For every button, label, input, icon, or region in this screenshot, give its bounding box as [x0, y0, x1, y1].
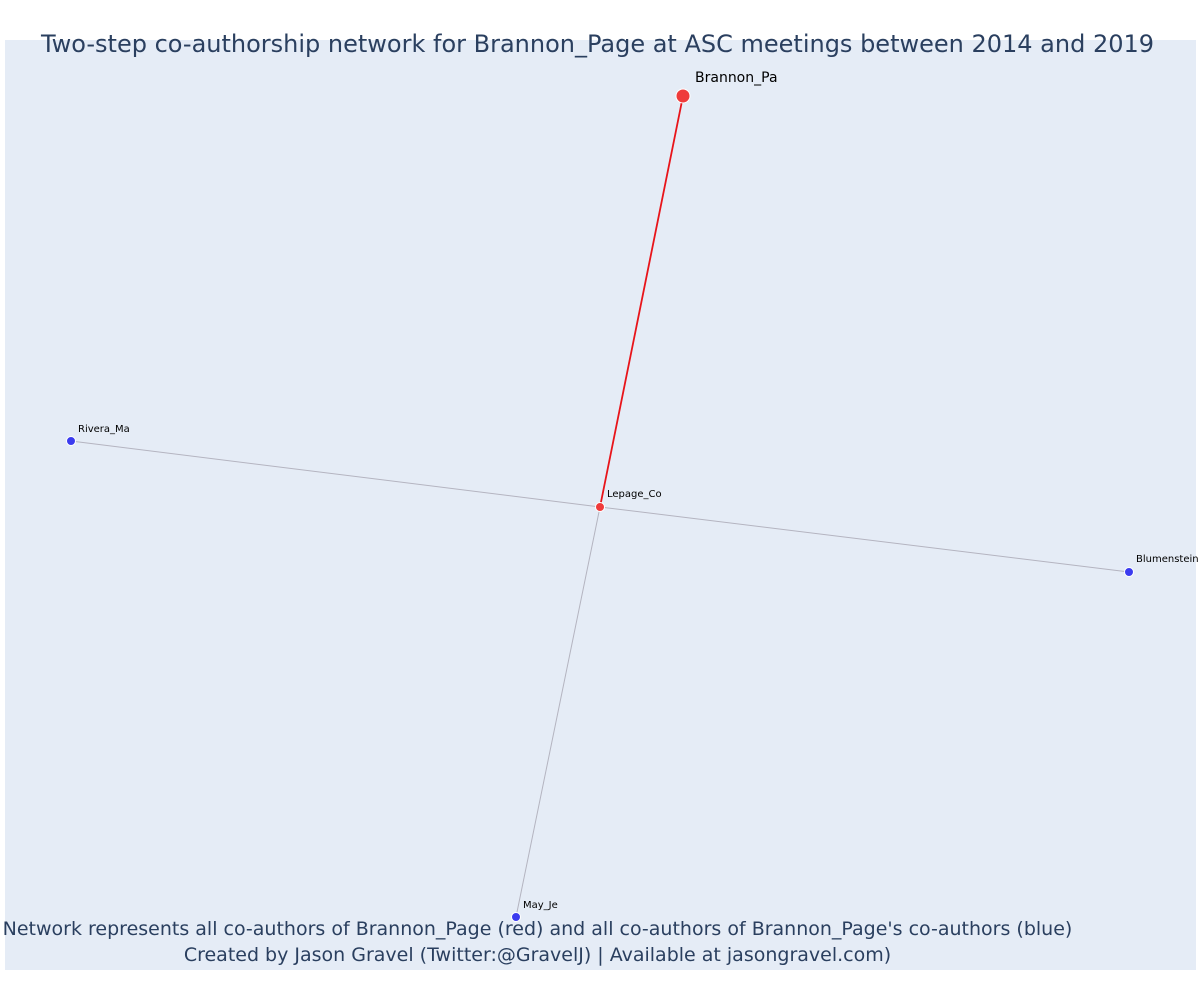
edges-layer — [70, 95, 1130, 918]
nodes-layer — [66, 88, 1134, 922]
edge-brannon-lepage — [599, 95, 684, 508]
edge-lepage-blumenstein — [599, 506, 1130, 573]
node-label-may: May_Je — [523, 900, 558, 911]
caption-line-1: Network represents all co-authors of Bra… — [2, 918, 1073, 940]
node-blumenstein[interactable] — [1124, 567, 1134, 577]
node-brannon[interactable] — [675, 88, 691, 104]
node-may[interactable] — [511, 912, 521, 922]
node-lepage[interactable] — [595, 502, 605, 512]
node-label-brannon: Brannon_Pa — [695, 70, 778, 86]
caption-line-2: Created by Jason Gravel (Twitter:@Gravel… — [183, 944, 892, 966]
node-label-blumenstein: Blumenstein — [1136, 554, 1199, 565]
labels-layer: Brannon_Pa Lepage_Co Rivera_Ma Blumenstein M… — [78, 70, 1199, 911]
node-rivera[interactable] — [66, 436, 76, 446]
chart-title: Two-step co-authorship network for Brann… — [40, 30, 1155, 58]
node-label-rivera: Rivera_Ma — [78, 424, 130, 435]
edge-rivera-lepage — [70, 440, 601, 508]
edge-lepage-may — [515, 506, 601, 918]
node-label-lepage: Lepage_Co — [607, 489, 662, 500]
